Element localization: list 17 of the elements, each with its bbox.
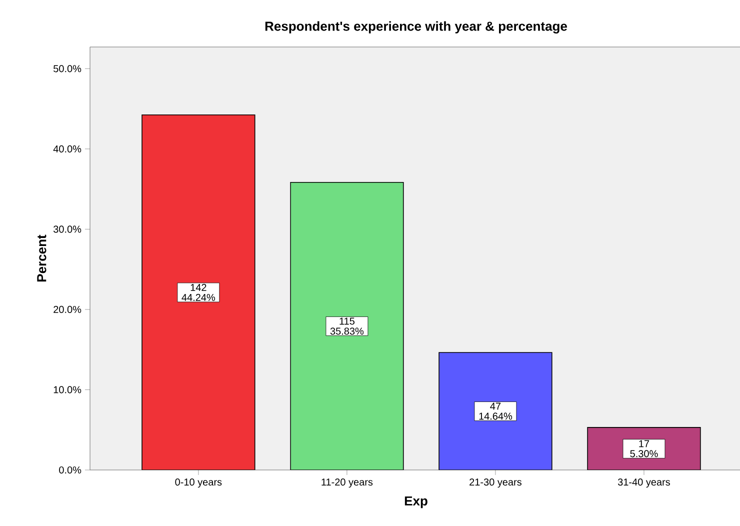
data-label: 115 35.83% — [330, 318, 364, 335]
y-tick-label: 20.0% — [54, 306, 82, 313]
x-axis-title: Exp — [404, 496, 428, 508]
data-label: 142 44.24% — [182, 284, 216, 301]
data-label: 17 5.30% — [630, 440, 658, 458]
chart-title: Respondent's experience with year & percentage — [265, 21, 567, 34]
y-tick-label: 30.0% — [53, 226, 82, 233]
y-tick-label: 40.0% — [53, 145, 82, 152]
y-tick-label: 0.0% — [59, 466, 82, 474]
x-tick-label: 0-10 years — [175, 478, 222, 488]
data-label: 47 14.64% — [479, 402, 512, 420]
x-tick-label: 31-40 years — [618, 478, 670, 488]
y-axis-title: Percent — [37, 234, 46, 282]
y-tick-label: 50.0% — [54, 65, 82, 72]
x-tick-label: 11-20 years — [322, 478, 373, 488]
y-tick-label: 10.0% — [54, 386, 82, 394]
x-tick-label: 21-30 years — [470, 478, 522, 488]
